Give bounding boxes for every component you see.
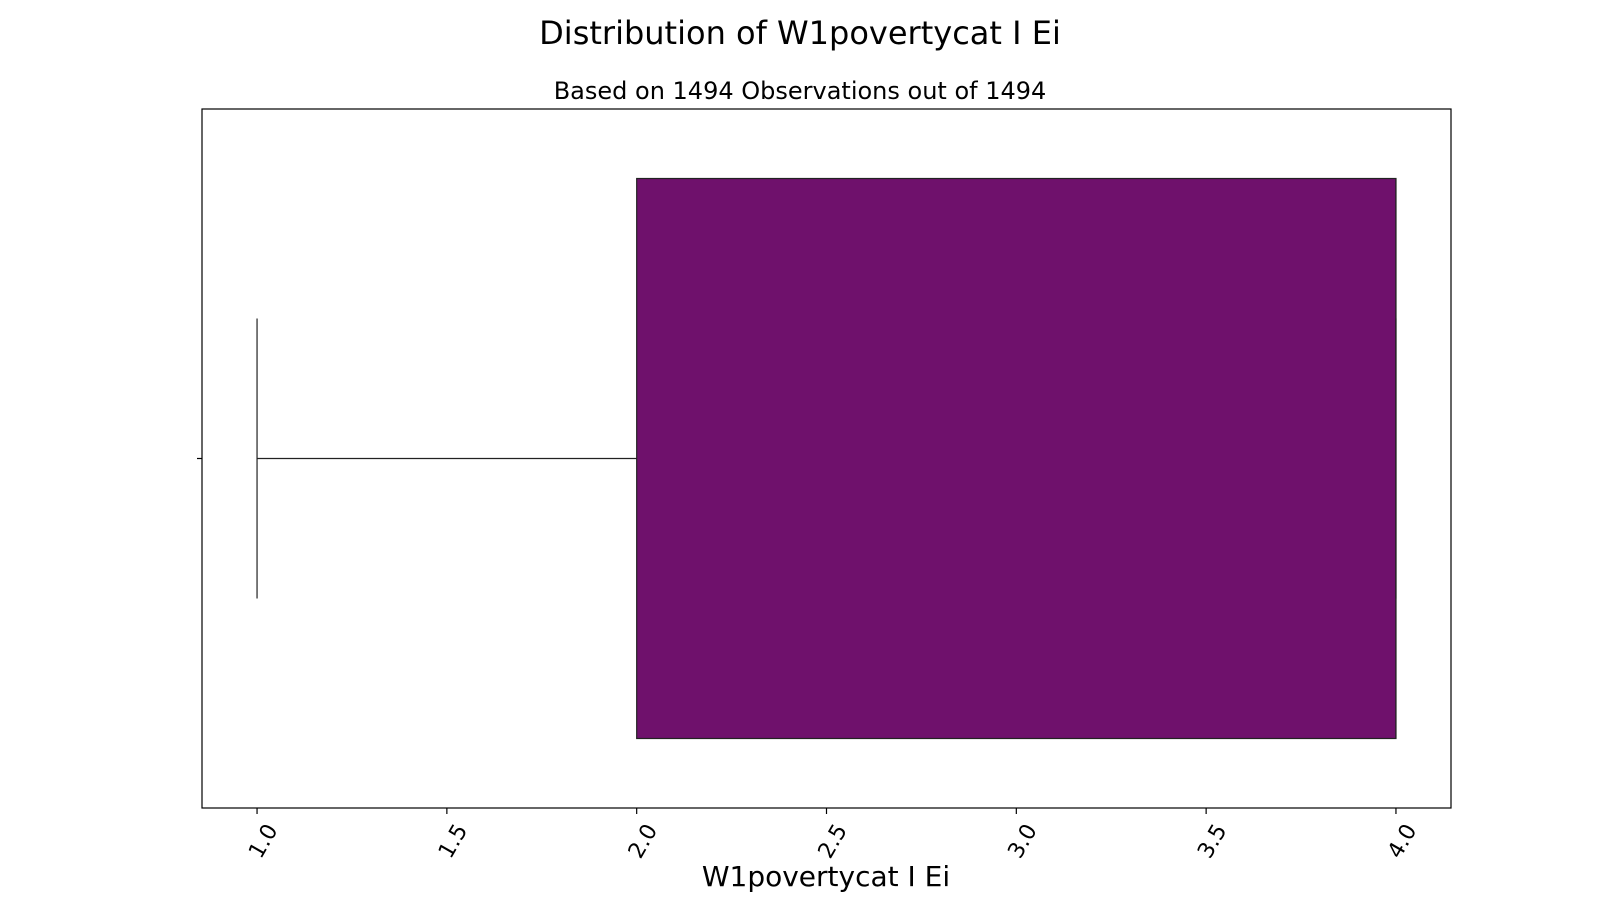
plot-area xyxy=(256,177,1397,740)
x-tick-label: 1.0 xyxy=(244,820,283,863)
x-tick-label: 1.5 xyxy=(434,820,473,863)
x-tick-label: 2.5 xyxy=(814,820,853,863)
chart-subtitle: Based on 1494 Observations out of 1494 xyxy=(554,77,1047,105)
x-tick-label: 3.5 xyxy=(1193,820,1232,863)
chart-title: Distribution of W1povertycat I Ei xyxy=(539,14,1061,52)
x-tick-label: 2.0 xyxy=(624,820,663,863)
x-tick-label: 4.0 xyxy=(1383,820,1422,863)
box xyxy=(636,177,1397,740)
x-tick-label: 3.0 xyxy=(1004,820,1043,863)
x-axis-label: W1povertycat I Ei xyxy=(702,860,950,893)
